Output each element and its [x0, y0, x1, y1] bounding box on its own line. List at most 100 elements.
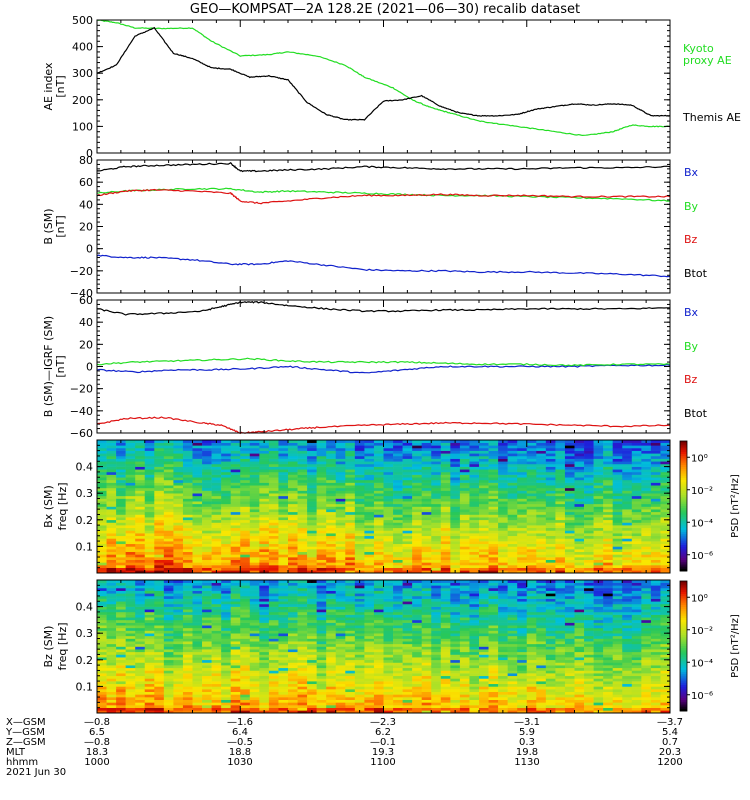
panel-2-legend-bz: Bz: [684, 373, 698, 386]
panel-2-ytick-label-0: −60: [70, 427, 93, 440]
legend-kyoto-1: proxy AE: [683, 54, 732, 67]
xaxis-row-1-value-1: 6.4: [232, 727, 248, 738]
panel-3-ytick-label-0: 0.1: [76, 540, 94, 553]
panel-2-legend-btot: Btot: [684, 407, 708, 420]
panel-3-spectrogram-cells: [97, 440, 671, 574]
panel-0-ytick-label-5: 500: [72, 14, 93, 27]
panel-0-series-themis-ae: [96, 26, 671, 121]
panel-1-legend-by: By: [684, 200, 699, 213]
panel-4-colorbar-label-0: 10⁰: [691, 593, 708, 604]
panel-1-ytick-label-1: −20: [70, 265, 93, 278]
panel-2-ylabel-0: B (SM)—IGRF (SM): [42, 316, 55, 417]
panel-3-colorbar-label-1: 10⁻²: [691, 486, 713, 497]
b-minus-igrf-panel: −60 −40 −20 0 20 40 60 B (SM)—IGRF (SM) [nT] Bx By…: [42, 294, 708, 440]
xaxis-row-0-value-3: —3.1: [514, 717, 540, 728]
panel-0-ytick-label-1: 100: [72, 120, 93, 133]
legend-themis: Themis AE: [682, 111, 741, 124]
panel-3-ytick-label-3: 0.4: [76, 461, 94, 474]
xaxis-row-3-value-1: 18.8: [229, 747, 251, 758]
panel-0-series-kyoto-proxy-ae: [96, 19, 671, 137]
panel-0-ytick-label-0: 0: [86, 147, 93, 160]
xaxis-row-label-4: hhmm: [6, 757, 38, 768]
xaxis-row-label-3: MLT: [6, 747, 26, 758]
panel-1-ylabel-0: B (SM): [42, 208, 55, 244]
panel-2-ytick-label-5: 40: [79, 316, 93, 329]
xaxis-row-3-value-0: 18.3: [86, 747, 108, 758]
panel-4-ylabel-0: Bz (SM): [42, 626, 55, 668]
panel-3-colorbar-label-0: 10⁰: [691, 453, 708, 464]
panel-1-ytick-label-3: 20: [79, 221, 93, 234]
bx-spectrogram-panel: 0.1 0.2 0.3 0.4 Bx (SM) freq [Hz] 10⁰ 10⁻² 10⁻⁴ 1…: [42, 439, 741, 574]
panel-1-series-bz: [96, 188, 671, 205]
panel-4-colorbar-label-3: 10⁻⁶: [691, 691, 713, 702]
figure-title: GEO—KOMPSAT—2A 128.2E (2021—06—30) recal…: [190, 2, 580, 17]
xaxis-row-4-value-4: 1200: [657, 757, 682, 768]
panel-0-ytick-label-2: 200: [72, 94, 93, 107]
panel-2-ylabel-1: [nT]: [54, 355, 67, 377]
panel-1-ytick-label-2: 0: [86, 243, 93, 256]
panel-4-ytick-label-2: 0.3: [76, 627, 94, 640]
panel-2-ytick-label-2: −20: [70, 383, 93, 396]
panel-4-ylabel-1: freq [Hz]: [56, 622, 69, 670]
panel-2-legend-by: By: [684, 340, 699, 353]
panel-2-series-btot: [96, 300, 670, 316]
xaxis-row-2-value-4: 0.7: [662, 737, 678, 748]
panel-4-spectrogram-cells: [97, 580, 671, 714]
xaxis-date: 2021 Jun 30: [6, 767, 66, 778]
xaxis-row-1-value-0: 6.5: [89, 727, 105, 738]
xaxis-row-0-value-4: —3.7: [657, 717, 683, 728]
panel-4-colorbar-label-2: 10⁻⁴: [691, 658, 713, 669]
panel-4-ytick-label-3: 0.4: [76, 601, 94, 614]
panel-0-ytick-label-4: 400: [72, 41, 93, 54]
legend-kyoto-0: Kyoto: [683, 42, 714, 55]
panel-2-series-bx: [96, 364, 671, 374]
panel-0-ylabel-1: [nT]: [54, 75, 67, 97]
panel-4-ytick-label-0: 0.1: [76, 680, 94, 693]
xaxis-row-label-1: Y—GSM: [5, 727, 45, 738]
panel-1-series-bx: [96, 254, 671, 278]
panel-0-ylabel-0: AE index: [42, 62, 55, 111]
panel-1-series-btot: [97, 162, 671, 173]
panel-1-ytick-label-0: −40: [70, 287, 93, 300]
panel-2-ytick-label-3: 0: [86, 361, 93, 374]
panel-1-legend-bx: Bx: [684, 166, 699, 179]
panel-3-ylabel-1: freq [Hz]: [56, 482, 69, 530]
panel-2-ytick-label-4: 20: [79, 338, 93, 351]
xaxis-row-2-value-2: —0.1: [370, 737, 396, 748]
panel-3-colorbar-label-2: 10⁻⁴: [691, 518, 713, 529]
xaxis-row-3-value-2: 19.3: [372, 747, 394, 758]
xaxis-row-3-value-4: 20.3: [659, 747, 681, 758]
panel-4-colorbar-frame: [679, 580, 688, 712]
panel-3-colorbar: [679, 440, 690, 572]
xaxis-row-1-value-2: 6.2: [375, 727, 391, 738]
xaxis-row-3-value-3: 19.8: [516, 747, 538, 758]
panel-1-ytick-label-4: 40: [79, 198, 93, 211]
bz-spectrogram-panel: 0.1 0.2 0.3 0.4 Bz (SM) freq [Hz] 10⁰ 10⁻² 10⁻⁴ 1…: [42, 579, 741, 714]
xaxis-row-0-value-0: —0.8: [84, 717, 110, 728]
panel-3-ytick-label-2: 0.3: [76, 487, 94, 500]
xaxis-row-1-value-3: 5.9: [519, 727, 535, 738]
panel-2-ytick-label-6: 60: [79, 294, 93, 307]
panel-1-ylabel-1: [nT]: [54, 215, 67, 237]
panel-1-ytick-label-6: 80: [79, 154, 93, 167]
xaxis-row-2-value-1: —0.5: [227, 737, 253, 748]
xaxis-row-1-value-4: 5.4: [662, 727, 678, 738]
panel-1-legend-bz: Bz: [684, 233, 698, 246]
panel-3-colorbar-label-3: 10⁻⁶: [691, 551, 713, 562]
xaxis-row-2-value-0: —0.8: [84, 737, 110, 748]
panel-4-colorbar-label-1: 10⁻²: [691, 626, 713, 637]
xaxis-row-4-value-1: 1030: [227, 757, 252, 768]
panel-3-colorbar-title: PSD [nT²/Hz]: [730, 474, 741, 538]
panel-1-legend-btot: Btot: [684, 267, 708, 280]
panel-2-series-by: [96, 357, 671, 367]
panel-2-legend-bx: Bx: [684, 306, 699, 319]
xaxis-row-4-value-3: 1130: [514, 757, 539, 768]
xaxis-row-0-value-2: —2.3: [370, 717, 396, 728]
panel-2-ytick-label-1: −40: [70, 405, 93, 418]
panel-1-ytick-label-5: 60: [79, 176, 93, 189]
xaxis-row-label-0: X—GSM: [6, 717, 46, 728]
xaxis-row-4-value-0: 1000: [84, 757, 109, 768]
panel-2-series-bz: [96, 416, 671, 435]
